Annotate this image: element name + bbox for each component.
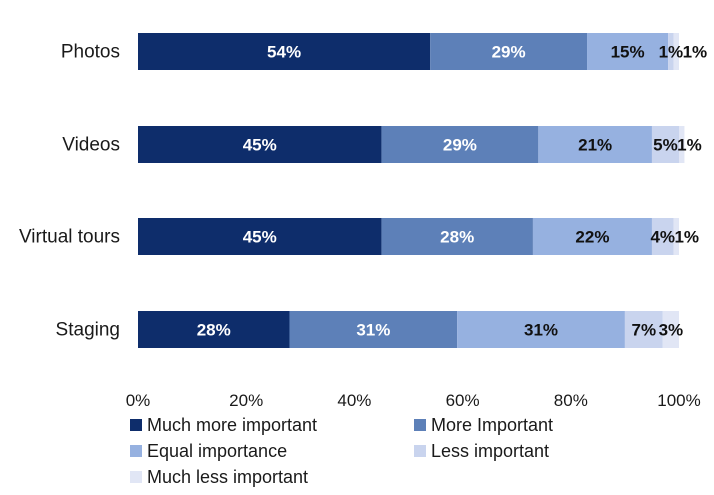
- x-tick-label: 100%: [657, 391, 700, 410]
- legend-row: Equal importance Less important: [130, 438, 700, 464]
- bar-videos-much-less-important: [679, 126, 685, 163]
- x-tick-label: 20%: [229, 391, 263, 410]
- legend-label: More Important: [431, 414, 554, 435]
- data-label-videos-more-important: 29%: [443, 136, 477, 155]
- data-label-videos-equal-importance: 21%: [578, 136, 612, 155]
- data-label-photos-much-less-important: 1%: [683, 43, 708, 62]
- data-label-virtual-tours-more-important: 28%: [440, 228, 474, 247]
- category-label-virtual-tours: Virtual tours: [19, 227, 120, 248]
- bar-virtual-tours-more-important: [381, 218, 533, 255]
- bar-videos-less-important: [651, 126, 679, 163]
- bar-staging-much-more-important: [138, 311, 290, 348]
- stacked-bar-chart: 54% 29% 15% 1% 1%45% 29% 21% 5% 1%45% 28% 22% 4% 1%2…: [19, 33, 707, 410]
- data-label-videos-less-important: 5%: [653, 136, 678, 155]
- legend-label: Much more important: [147, 414, 318, 435]
- x-tick-label: 0%: [126, 391, 151, 410]
- bar-staging-equal-importance: [457, 311, 625, 348]
- bar-staging-much-less-important: [662, 311, 679, 348]
- legend-item-much-more-important: Much more important: [130, 415, 414, 436]
- category-labels: Photos Videos Virtual tours Staging: [19, 42, 120, 341]
- legend-swatch: [414, 445, 426, 457]
- data-label-photos-less-important: 1%: [659, 43, 684, 62]
- x-tick-label: 80%: [554, 391, 588, 410]
- legend-item-much-less-important: Much less important: [130, 467, 414, 488]
- legend-swatch: [130, 445, 142, 457]
- legend: Much more important More Important Equal…: [130, 412, 700, 490]
- data-label-photos-equal-importance: 15%: [611, 43, 645, 62]
- x-axis-ticks: 0% 20% 40% 60% 80% 100%: [126, 391, 701, 410]
- data-label-virtual-tours-equal-importance: 22%: [575, 228, 609, 247]
- legend-item-equal-importance: Equal importance: [130, 441, 414, 462]
- data-label-videos-much-less-important: 1%: [677, 136, 702, 155]
- x-tick-label: 60%: [446, 391, 480, 410]
- bar-virtual-tours-equal-importance: [532, 218, 652, 255]
- data-label-videos-much-more-important: 45%: [243, 136, 277, 155]
- x-tick-label: 40%: [337, 391, 371, 410]
- bar-videos-equal-importance: [538, 126, 652, 163]
- bar-staging-less-important: [624, 311, 663, 348]
- data-label-staging-much-more-important: 28%: [197, 321, 231, 340]
- category-label-staging: Staging: [56, 320, 120, 341]
- category-label-photos: Photos: [61, 42, 120, 63]
- legend-row: Much less important: [130, 464, 700, 490]
- bar-virtual-tours-much-more-important: [138, 218, 382, 255]
- data-label-virtual-tours-less-important: 4%: [650, 228, 675, 247]
- bar-virtual-tours-less-important: [651, 218, 674, 255]
- bar-videos-more-important: [381, 126, 539, 163]
- data-label-photos-much-more-important: 54%: [267, 43, 301, 62]
- bars-group: 54% 29% 15% 1% 1%45% 29% 21% 5% 1%45% 28% 22% 4% 1%2…: [138, 33, 707, 348]
- bar-photos-much-more-important: [138, 33, 431, 70]
- data-label-staging-much-less-important: 3%: [659, 321, 684, 340]
- data-label-staging-equal-importance: 31%: [524, 321, 558, 340]
- data-label-staging-more-important: 31%: [356, 321, 390, 340]
- legend-swatch: [130, 471, 142, 483]
- legend-row: Much more important More Important: [130, 412, 700, 438]
- data-label-staging-less-important: 7%: [632, 321, 657, 340]
- bar-photos-much-less-important: [673, 33, 679, 70]
- category-label-videos: Videos: [62, 135, 120, 156]
- bar-photos-equal-importance: [587, 33, 669, 70]
- legend-item-less-important: Less important: [414, 441, 698, 462]
- legend-label: Much less important: [147, 466, 309, 487]
- data-label-virtual-tours-much-more-important: 45%: [243, 228, 277, 247]
- bar-staging-more-important: [289, 311, 458, 348]
- legend-swatch: [414, 419, 426, 431]
- data-label-virtual-tours-much-less-important: 1%: [674, 228, 699, 247]
- legend-label: Less important: [431, 440, 550, 461]
- legend-label: Equal importance: [147, 440, 288, 461]
- legend-item-more-important: More Important: [414, 415, 698, 436]
- bar-videos-much-more-important: [138, 126, 382, 163]
- legend-swatch: [130, 419, 142, 431]
- bar-photos-more-important: [430, 33, 588, 70]
- bar-photos-less-important: [668, 33, 674, 70]
- bar-virtual-tours-much-less-important: [673, 218, 679, 255]
- data-label-photos-more-important: 29%: [492, 43, 526, 62]
